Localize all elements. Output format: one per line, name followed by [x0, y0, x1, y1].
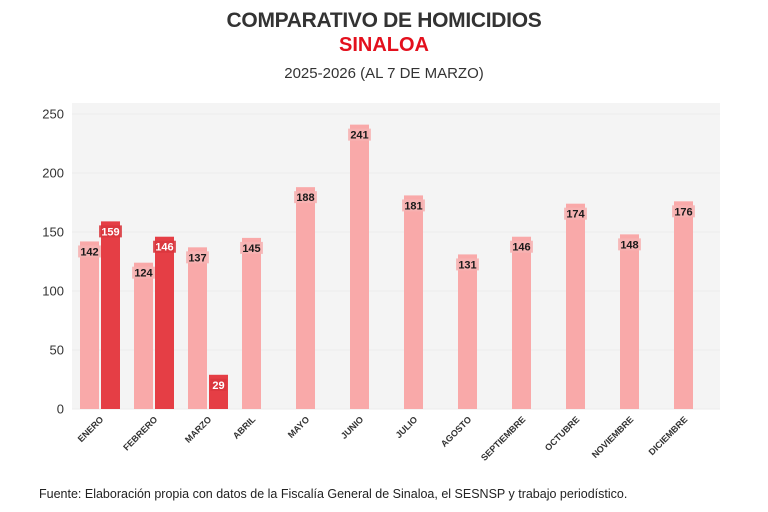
data-label: 174	[566, 209, 585, 221]
data-label-bg	[99, 225, 122, 238]
bar-2025	[512, 236, 531, 409]
x-tick-label: JULIO	[394, 414, 420, 440]
bar-2026	[101, 221, 120, 409]
chart-title: COMPARATIVO DE HOMICIDIOS	[226, 9, 542, 32]
data-label-bg	[132, 266, 155, 279]
x-tick-label: ABRIL	[231, 414, 258, 441]
data-label: 181	[404, 200, 422, 212]
bar-2026	[155, 236, 174, 409]
x-tick-label: OCTUBRE	[543, 414, 582, 453]
data-label: 146	[155, 242, 173, 254]
data-label-bg	[294, 191, 317, 204]
y-tick-label: 100	[42, 284, 64, 299]
y-tick-label: 150	[42, 225, 64, 240]
bar-2025	[674, 201, 693, 409]
bar-2025	[350, 124, 369, 410]
y-tick-label: 0	[57, 402, 64, 417]
data-label-bg	[510, 240, 533, 253]
data-label-bg	[240, 241, 263, 254]
source-note: Fuente: Elaboración propia con datos de …	[39, 487, 628, 501]
bar-2025	[566, 203, 585, 409]
chart-subtitle: SINALOA	[339, 34, 429, 56]
plot-area	[72, 103, 720, 409]
data-label-bg	[210, 378, 227, 391]
bar-2025	[188, 247, 207, 409]
data-label: 137	[188, 252, 206, 264]
data-label: 146	[512, 242, 530, 254]
data-label: 131	[458, 259, 476, 271]
data-label-bg	[186, 251, 209, 264]
bar-2025	[242, 237, 261, 409]
data-label: 29	[212, 380, 224, 392]
x-tick-label: FEBRERO	[121, 414, 159, 452]
x-tick-label: AGOSTO	[439, 414, 474, 449]
data-label-bg	[402, 199, 425, 212]
data-label-bg	[564, 207, 587, 220]
x-tick-label: MAYO	[286, 414, 312, 440]
data-label: 148	[620, 239, 638, 251]
y-tick-label: 50	[50, 343, 64, 358]
y-tick-label: 200	[42, 166, 64, 181]
data-label: 188	[296, 192, 314, 204]
data-label: 241	[350, 130, 368, 142]
data-label-bg	[153, 240, 176, 253]
x-tick-label: SEPTIEMBRE	[479, 414, 527, 462]
x-tick-label: MARZO	[183, 414, 213, 444]
bar-2025	[80, 241, 99, 409]
data-label-bg	[348, 128, 371, 141]
data-label: 176	[674, 206, 692, 218]
bar-2025	[458, 254, 477, 409]
x-tick-label: ENERO	[76, 414, 106, 444]
x-tick-label: NOVIEMBRE	[590, 414, 636, 460]
data-label-bg	[78, 245, 101, 258]
bar-2025	[134, 262, 153, 409]
data-label-bg	[456, 258, 479, 271]
bar-2025	[404, 195, 423, 409]
chart-period: 2025-2026 (AL 7 DE MARZO)	[284, 65, 484, 82]
data-label: 142	[80, 246, 98, 258]
bar-2025	[620, 234, 639, 409]
y-tick-label: 250	[42, 107, 64, 122]
data-label-bg	[672, 205, 695, 218]
data-label: 159	[101, 226, 119, 238]
x-tick-label: JUNIO	[339, 414, 366, 441]
data-label: 145	[242, 243, 260, 255]
data-label-bg	[618, 238, 641, 251]
x-tick-label: DICIEMBRE	[647, 414, 690, 457]
data-label: 124	[134, 268, 153, 280]
bar-2025	[296, 187, 315, 409]
